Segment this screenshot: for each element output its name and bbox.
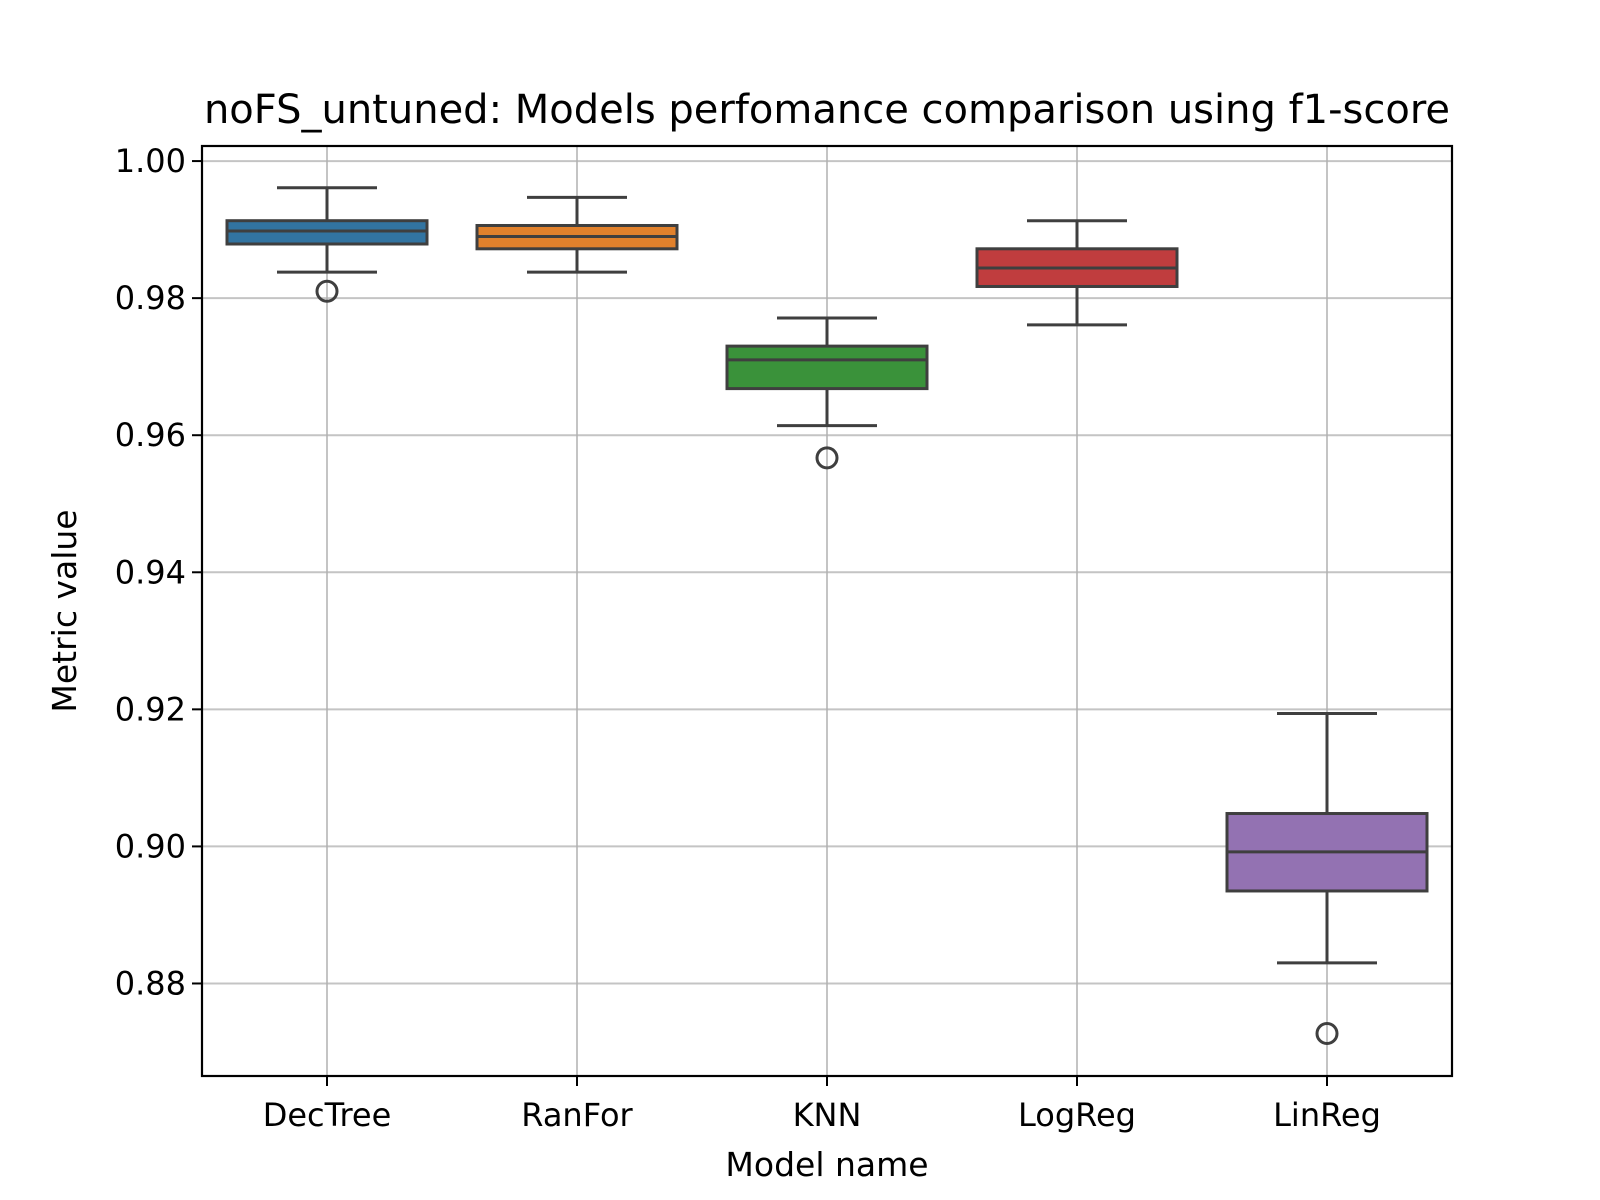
x-tick-label: LinReg xyxy=(1273,1096,1381,1134)
tick-layer: 0.88 0.90 0.92 0.94 0.96 0.98 1.00 DecTree RanFo… xyxy=(115,142,1381,1134)
x-axis-title: Model name xyxy=(725,1145,928,1184)
box-group-ranfor xyxy=(475,195,679,274)
y-tick-label: 0.88 xyxy=(115,964,186,1002)
box-group-dectree xyxy=(225,186,429,303)
y-tick-label: 0.92 xyxy=(115,690,186,728)
box-group-linreg xyxy=(1225,711,1429,1046)
box-layer xyxy=(225,186,1429,1046)
y-axis-title: Metric value xyxy=(45,509,84,712)
x-tick-label: LogReg xyxy=(1018,1096,1136,1134)
box-group-knn xyxy=(725,316,929,470)
y-tick-label: 0.94 xyxy=(115,553,186,591)
outlier-point xyxy=(1315,1022,1339,1046)
outlier-point xyxy=(815,446,839,470)
outlier-point xyxy=(315,279,339,303)
box-iqr xyxy=(725,344,929,391)
y-tick-label: 0.90 xyxy=(115,827,186,865)
chart-title: noFS_untuned: Models perfomance comparis… xyxy=(204,87,1450,133)
x-tick-label: RanFor xyxy=(521,1096,633,1134)
y-tick-label: 0.98 xyxy=(115,279,186,317)
x-tick-label: DecTree xyxy=(263,1096,392,1134)
grid-layer xyxy=(202,146,1452,1076)
y-tick-label: 0.96 xyxy=(115,416,186,454)
box-group-logreg xyxy=(975,219,1179,327)
y-tick-label: 1.00 xyxy=(115,142,186,180)
x-tick-label: KNN xyxy=(793,1096,862,1134)
